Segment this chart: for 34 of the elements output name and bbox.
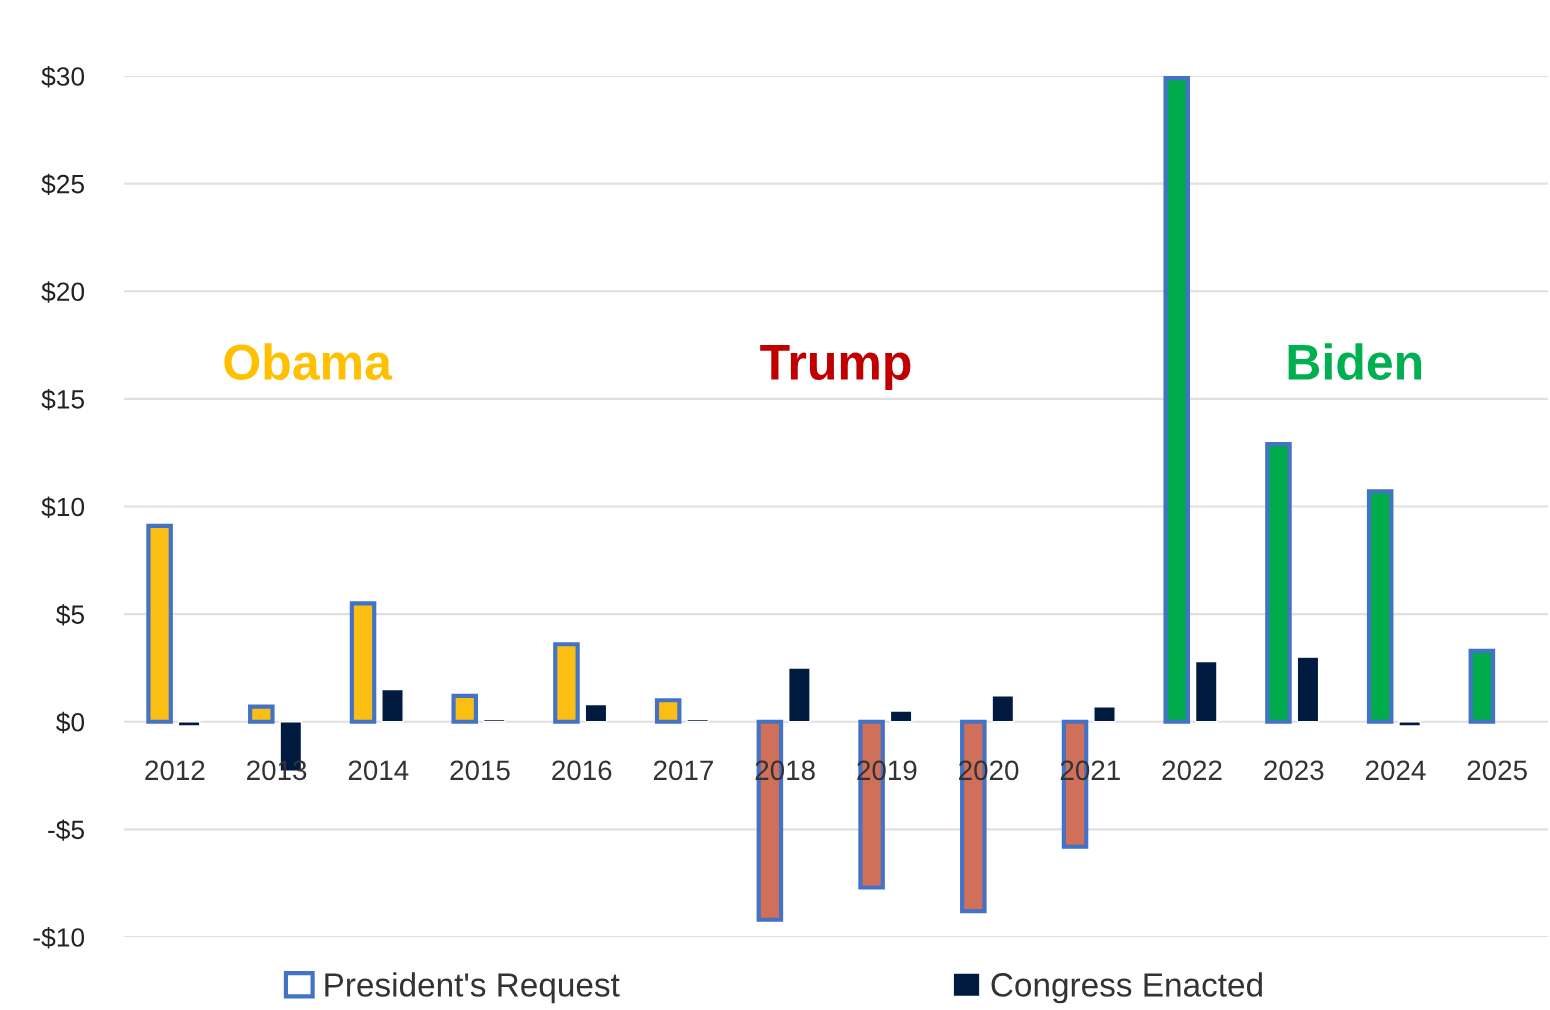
annotation: Biden [1288, 343, 1422, 381]
x-tick-label: 2017 [653, 760, 713, 781]
annotation: Obama [224, 343, 393, 381]
bar [889, 710, 913, 723]
y-tick-label: $5 [56, 604, 85, 626]
x-tick-label: 2022 [1162, 760, 1222, 781]
y-tick-label: $0 [56, 711, 85, 734]
x-tick-label: 2013 [247, 760, 307, 781]
y-tick-label: -$10 [33, 927, 85, 949]
bar [1296, 656, 1320, 723]
bar [1194, 660, 1218, 723]
bar [381, 688, 404, 723]
bar [1093, 705, 1116, 723]
y-tick-label: $30 [41, 66, 85, 88]
bar [1398, 721, 1422, 727]
bar [991, 695, 1015, 723]
x-tick-label: 2014 [348, 760, 409, 781]
bar [584, 703, 608, 723]
bar [177, 721, 201, 727]
bar [788, 667, 811, 723]
legend-label: President's Request [325, 972, 620, 1004]
x-tick-label: 2016 [552, 760, 612, 781]
x-tick-label: 2023 [1264, 760, 1324, 781]
x-tick-label: 2012 [145, 760, 205, 781]
annotation: Trump [760, 345, 911, 390]
y-tick-label: $15 [41, 388, 85, 411]
y-tick-label: -$5 [48, 819, 85, 841]
legend-label: Congress Enacted [991, 972, 1262, 1004]
x-tick-label: 2015 [450, 760, 510, 781]
y-tick-label: $25 [41, 173, 85, 196]
y-tick-label: $20 [41, 281, 85, 303]
x-tick-label: 2024 [1365, 760, 1426, 781]
y-tick-label: $10 [41, 496, 85, 518]
x-tick-label: 2025 [1467, 760, 1527, 781]
